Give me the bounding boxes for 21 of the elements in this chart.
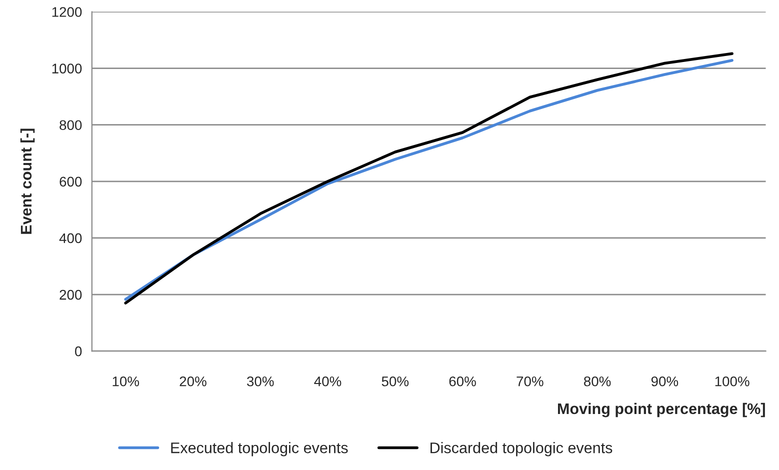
y-tick-label: 800 (60, 120, 82, 130)
x-tick-label: 20% (180, 376, 206, 386)
x-tick-label: 30% (247, 376, 274, 386)
y-tick-label: 400 (59, 233, 82, 244)
x-tick-label: 90% (651, 376, 678, 386)
y-tick-label: 0 (75, 346, 82, 356)
x-tick-label: 100% (715, 376, 750, 386)
x-tick-label: 50% (382, 376, 409, 386)
y-axis-title: Event count [-] (20, 128, 35, 234)
y-tick-label: 200 (60, 290, 82, 300)
x-tick-label: 60% (449, 376, 476, 386)
y-tick-label: 600 (60, 176, 82, 187)
y-tick-label: 1000 (52, 64, 82, 74)
x-tick-label: 80% (584, 376, 611, 386)
y-tick-label: 1200 (52, 7, 82, 17)
legend-label: Discarded topologic events (430, 442, 612, 456)
legend-label: Executed topologic events (171, 442, 348, 456)
x-tick-label: 70% (516, 376, 544, 386)
x-tick-label: 10% (112, 376, 140, 386)
x-axis-title: Moving point percentage [%] (558, 402, 765, 418)
x-tick-label: 40% (314, 376, 342, 386)
